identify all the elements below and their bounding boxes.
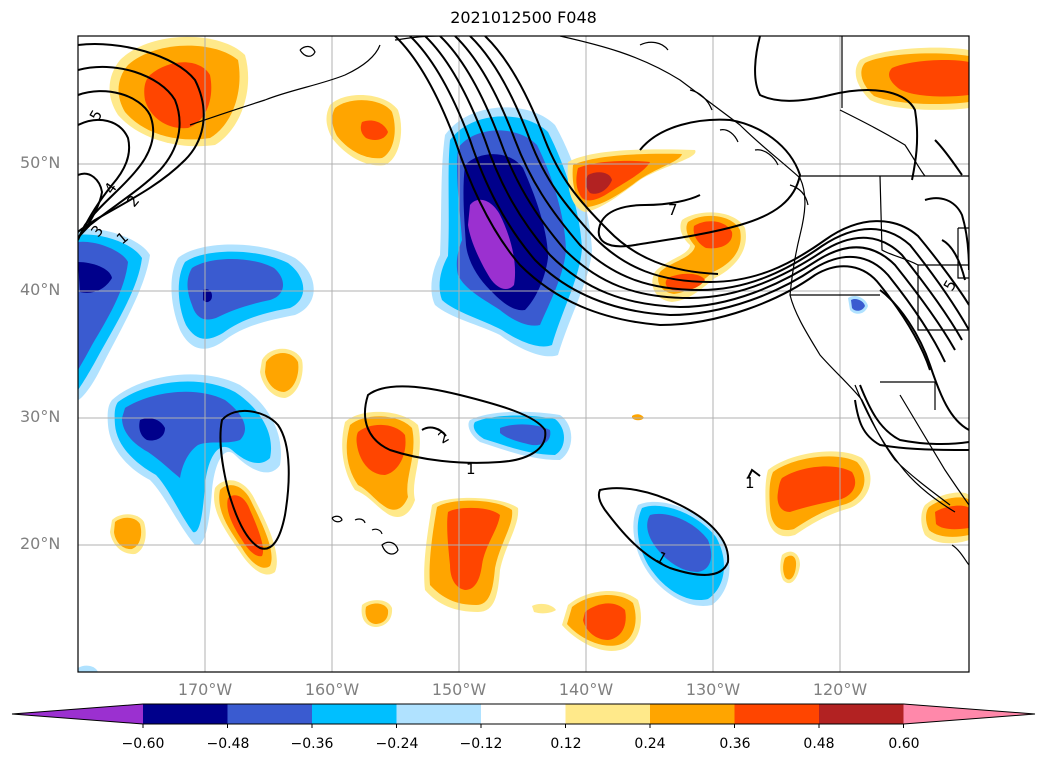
colorbar-tick-label: −0.60: [121, 736, 165, 752]
anomaly-positive-150w-20n: [424, 497, 519, 612]
shaded-field: [78, 36, 969, 672]
anomaly-negative-132w-20n: [633, 501, 730, 606]
anomaly-negative-170w-40n: [171, 244, 314, 349]
lat-label: 50°N: [20, 153, 61, 172]
colorbar-tick-label: −0.36: [290, 736, 334, 752]
anomaly-positive-121w-24n: [765, 451, 871, 537]
anomaly-positive-144w-15n: [532, 603, 556, 614]
colorbar-segment: [819, 704, 904, 724]
anomaly-positive-dot: [632, 414, 644, 421]
contours: [78, 36, 969, 576]
anomaly-positive-113w-22n: [921, 492, 969, 544]
anomaly-positive-165w-33n: [260, 348, 303, 398]
anomaly-negative-california: [848, 295, 868, 314]
colorbar-segment: [143, 704, 228, 724]
colorbar-tick-label: −0.48: [206, 736, 250, 752]
colorbar-tick-label: −0.24: [375, 736, 419, 752]
coastlines: [189, 36, 969, 566]
contour-label: 1: [745, 474, 755, 492]
anomaly-negative-sw: [78, 665, 98, 672]
colorbar-segment: [650, 704, 735, 724]
lon-label: 120°W: [812, 680, 868, 699]
anomaly-positive-140w-48n: [567, 149, 696, 212]
colorbar-tick-label: 0.36: [719, 736, 751, 752]
lon-label: 150°W: [431, 680, 487, 699]
lon-label: 170°W: [177, 680, 233, 699]
colorbar-segment: [396, 704, 482, 724]
colorbar-extend-right: [903, 704, 1035, 724]
graticule: [78, 36, 969, 672]
lat-label: 30°N: [20, 407, 61, 426]
anomaly-positive-155w-28n: [342, 411, 420, 517]
anomaly-negative-west-edge: [78, 228, 150, 400]
colorbar-segment: [312, 704, 397, 724]
map-panel: 5 4 3 2 1 7 5 2 1 1 1: [78, 36, 969, 672]
colorbar-tick-label: 0.60: [888, 736, 920, 752]
contour-label: 1: [466, 460, 476, 478]
colorbar-tick-label: −0.12: [459, 736, 503, 752]
colorbar-extend-left: [12, 704, 143, 724]
colorbar-segment: [481, 704, 566, 724]
colorbar-segment: [734, 704, 820, 724]
colorbar-segment: [227, 704, 313, 724]
colorbar-tick-label: 0.24: [634, 736, 666, 752]
anomaly-positive-gulf-west: [326, 94, 402, 166]
colorbar-tick-label: 0.12: [550, 736, 582, 752]
contour-label: 7: [668, 201, 678, 219]
map-title: 2021012500 F048: [450, 8, 597, 27]
map-frame: [77, 35, 970, 673]
colorbar-tick-label: 0.48: [803, 736, 835, 752]
anomaly-positive-158w-15n: [361, 600, 393, 627]
anomaly-positive-125w-17n: [780, 551, 800, 584]
anomaly-positive-177w-20n: [110, 514, 146, 555]
colorbar-segment: [565, 704, 651, 724]
lat-label: 40°N: [20, 280, 61, 299]
anomaly-positive-ne: [855, 47, 969, 110]
anomaly-negative-168w-28n: [107, 374, 281, 546]
lon-label: 130°W: [685, 680, 741, 699]
lon-label: 140°W: [558, 680, 614, 699]
lon-label: 160°W: [304, 680, 360, 699]
anomaly-positive-138w-15n: [562, 590, 641, 651]
lat-label: 20°N: [20, 534, 61, 553]
colorbar: [11, 703, 1036, 728]
